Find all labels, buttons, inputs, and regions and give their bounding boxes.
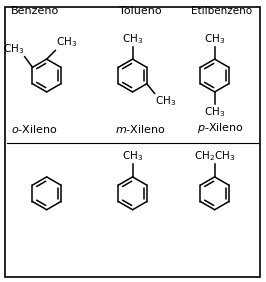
Text: CH$_3$: CH$_3$ [122,149,143,163]
Text: CH$_3$: CH$_3$ [204,105,225,119]
Text: Benzeno: Benzeno [11,6,59,16]
Text: CH$_2$CH$_3$: CH$_2$CH$_3$ [194,149,235,163]
FancyBboxPatch shape [5,7,260,277]
Text: CH$_3$: CH$_3$ [122,32,143,46]
Text: CH$_3$: CH$_3$ [155,94,177,108]
Text: Etilbenzeno: Etilbenzeno [192,6,253,16]
Text: $m$-Xileno: $m$-Xileno [115,124,166,135]
Text: $o$-Xileno: $o$-Xileno [11,124,58,135]
Text: $p$-Xileno: $p$-Xileno [197,121,244,135]
Text: CH$_3$: CH$_3$ [3,42,25,56]
Text: Tolueno: Tolueno [119,6,162,16]
Text: CH$_3$: CH$_3$ [56,36,77,49]
Text: CH$_3$: CH$_3$ [204,32,225,46]
